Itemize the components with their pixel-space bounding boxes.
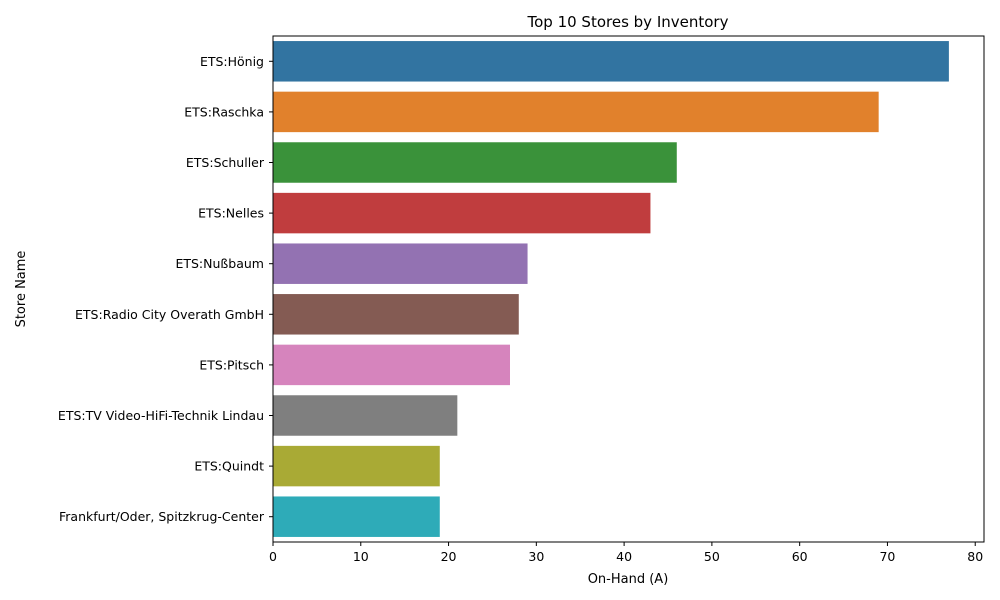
x-tick-group: 0 10 20 30 40 50 60 70 80 (269, 542, 983, 564)
x-tick-label: 30 (528, 549, 544, 564)
y-tick-group: ETS:Hönig ETS:Raschka ETS:Schuller ETS:Nell… (58, 54, 273, 524)
y-tick-label: ETS:Pitsch (199, 357, 264, 372)
bar (273, 344, 510, 386)
y-tick-label: ETS:Raschka (184, 104, 264, 119)
x-tick-label: 50 (704, 549, 720, 564)
bar (273, 395, 458, 436)
y-axis-label: Store Name (14, 251, 29, 328)
y-tick-label: ETS:Quindt (194, 459, 264, 474)
x-tick-label: 80 (967, 549, 983, 564)
bar (273, 496, 440, 537)
bar (273, 445, 440, 487)
bar (273, 91, 879, 133)
bar (273, 41, 949, 82)
y-tick-label: ETS:Nelles (198, 206, 264, 221)
bar (273, 294, 519, 335)
x-tick-label: 40 (616, 549, 632, 564)
x-tick-label: 10 (353, 549, 369, 564)
x-tick-label: 20 (441, 549, 457, 564)
bars-group (273, 41, 949, 537)
bar (273, 142, 677, 183)
chart-title: Top 10 Stores by Inventory (527, 13, 729, 31)
y-tick-label: ETS:TV Video-HiFi-Technik Lindau (58, 408, 264, 423)
y-tick-label: ETS:Nußbaum (175, 256, 264, 271)
bar (273, 192, 651, 234)
x-tick-label: 70 (879, 549, 895, 564)
bar (273, 243, 528, 284)
y-tick-label: Frankfurt/Oder, Spitzkrug-Center (59, 509, 265, 524)
x-tick-label: 60 (792, 549, 808, 564)
x-tick-label: 0 (269, 549, 277, 564)
x-axis-label: On-Hand (A) (588, 572, 669, 587)
y-tick-label: ETS:Radio City Overath GmbH (75, 307, 264, 322)
y-tick-label: ETS:Schuller (186, 155, 265, 170)
y-tick-label: ETS:Hönig (200, 54, 264, 69)
plot-frame (272, 35, 985, 543)
